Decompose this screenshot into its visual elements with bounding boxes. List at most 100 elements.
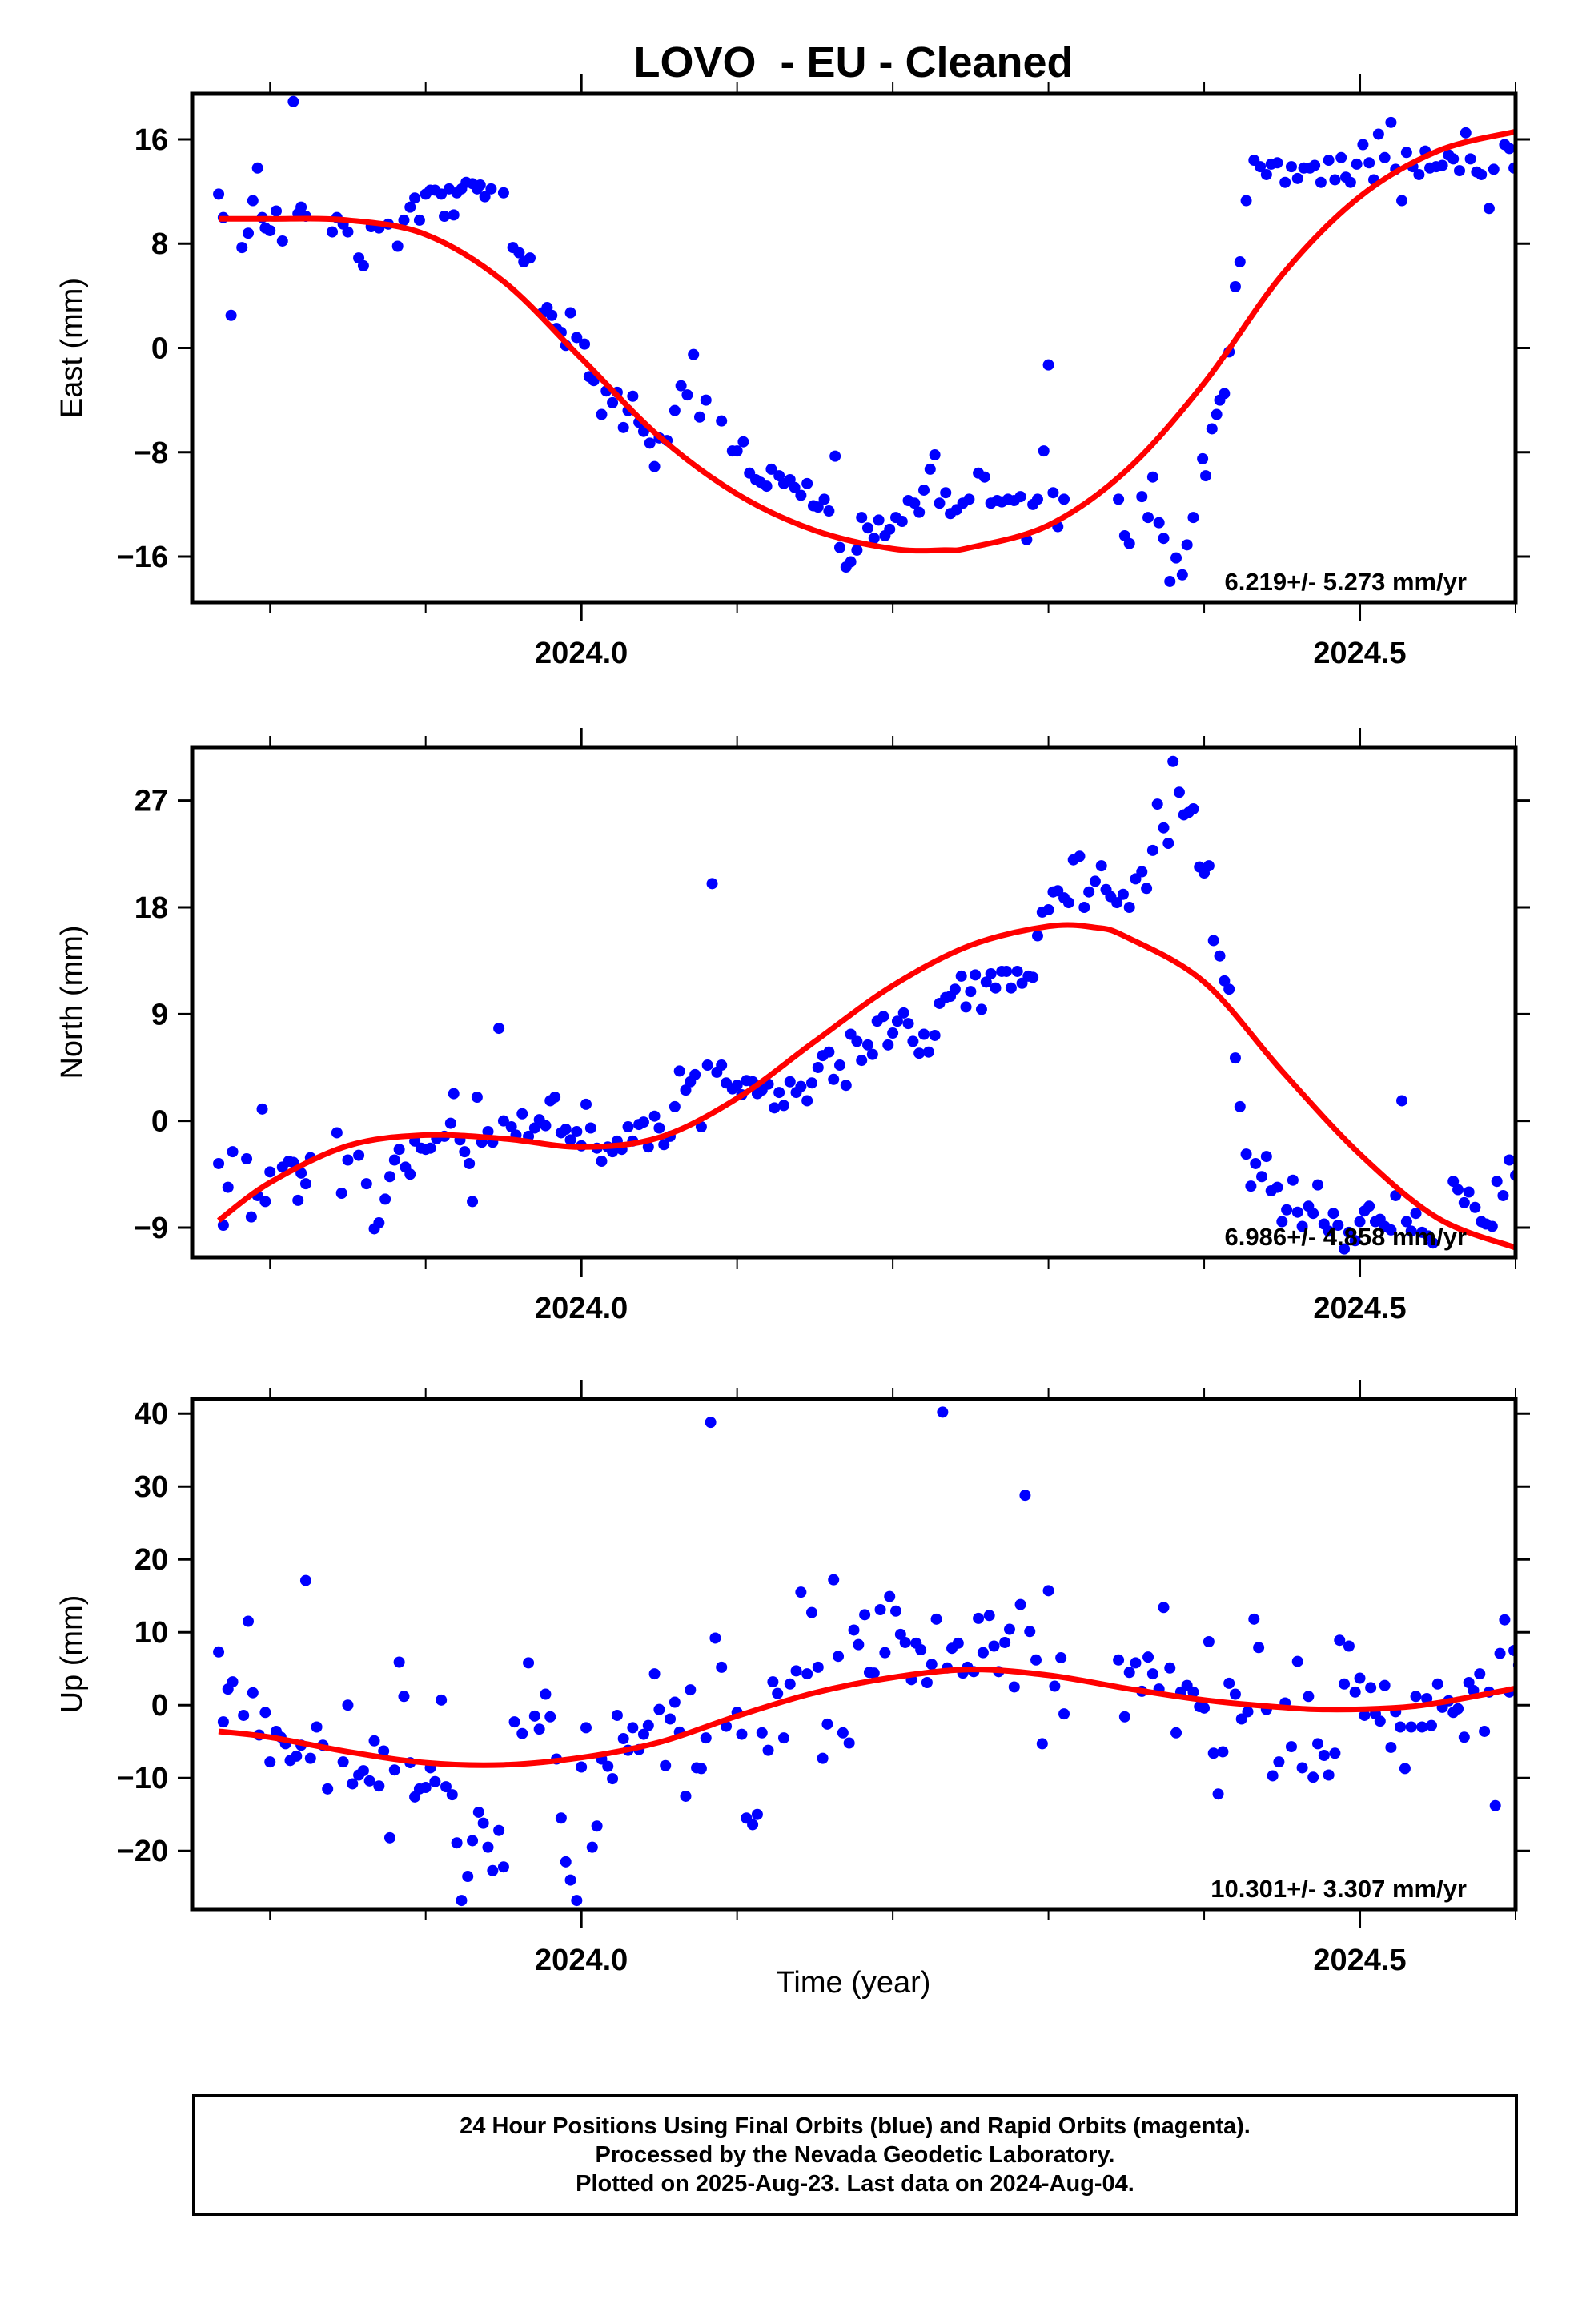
- up-data-point: [627, 1722, 639, 1734]
- up-data-point: [1158, 1602, 1170, 1614]
- up-data-point: [1416, 1721, 1428, 1733]
- up-data-point: [564, 1874, 576, 1886]
- north-data-point: [960, 1001, 972, 1013]
- east-data-point: [271, 205, 283, 217]
- north-data-point: [1458, 1196, 1470, 1208]
- up-data-point: [1042, 1585, 1054, 1597]
- north-data-point: [1117, 888, 1129, 900]
- east-data-point: [1260, 168, 1272, 180]
- east-data-point: [1476, 168, 1488, 180]
- north-data-point: [975, 1003, 987, 1015]
- up-data-point: [487, 1864, 499, 1876]
- east-data-point: [1142, 512, 1154, 524]
- up-data-point: [879, 1647, 891, 1659]
- east-y-tick-label: 8: [151, 227, 168, 261]
- up-data-point: [378, 1745, 390, 1757]
- east-data-point: [873, 514, 885, 526]
- east-data-point: [1460, 127, 1472, 139]
- up-data-point: [540, 1688, 552, 1700]
- up-data-point: [337, 1756, 349, 1768]
- north-data-point: [1260, 1151, 1272, 1163]
- north-data-point: [528, 1122, 540, 1134]
- north-data-point: [1031, 930, 1043, 942]
- up-data-point: [1003, 1623, 1015, 1635]
- north-data-point: [227, 1146, 239, 1158]
- up-data-point: [1303, 1691, 1315, 1703]
- north-data-point: [1173, 786, 1185, 798]
- up-data-point: [1242, 1706, 1254, 1718]
- north-y-axis-label: North (mm): [55, 925, 89, 1079]
- east-data-point: [1211, 408, 1223, 420]
- east-data-point: [681, 389, 693, 401]
- up-data-point: [756, 1727, 768, 1739]
- north-data-point: [784, 1076, 796, 1088]
- east-data-point: [884, 523, 896, 535]
- east-data-point: [1372, 128, 1384, 140]
- north-data-point: [1291, 1206, 1303, 1218]
- up-data-point: [930, 1613, 942, 1625]
- east-data-point: [1329, 174, 1341, 186]
- east-data-point: [524, 252, 536, 264]
- up-data-point: [591, 1820, 603, 1832]
- up-data-point: [669, 1696, 681, 1708]
- panel-east: 2024.0 2024.5 16 8 0 −8 −16 East (mm) 6.219+/- 5…: [55, 74, 1530, 670]
- north-data-point: [812, 1061, 824, 1073]
- north-data-point: [1234, 1100, 1246, 1112]
- north-data-point: [882, 1039, 894, 1051]
- north-data-point: [1167, 755, 1179, 767]
- footer-line-3: Plotted on 2025-Aug-23. Last data on 202…: [576, 2171, 1134, 2197]
- north-fit-curve: [216, 922, 1516, 1251]
- north-data-point: [1405, 1225, 1417, 1237]
- up-data-point: [508, 1716, 520, 1728]
- north-data-point: [1504, 1154, 1516, 1166]
- east-data-point: [479, 191, 491, 203]
- north-data-point: [342, 1154, 354, 1166]
- up-data-point: [363, 1775, 375, 1787]
- north-data-point: [642, 1141, 654, 1153]
- up-data-point: [1329, 1747, 1341, 1759]
- east-data-point: [1200, 470, 1212, 482]
- north-data-point: [1136, 866, 1148, 878]
- up-y-tick-label: 10: [135, 1616, 168, 1650]
- north-data-point: [1497, 1189, 1509, 1201]
- up-data-point: [705, 1417, 717, 1429]
- north-data-point: [1151, 798, 1163, 810]
- north-data-point: [1343, 1226, 1355, 1238]
- up-data-point: [1405, 1721, 1417, 1733]
- up-data-point: [1235, 1713, 1247, 1725]
- up-x-tick-label: 2024.0: [535, 1944, 628, 1977]
- north-data-point: [448, 1088, 460, 1100]
- up-y-tick-label: 20: [135, 1543, 168, 1577]
- north-data-point: [264, 1166, 276, 1178]
- up-data-point: [853, 1638, 865, 1651]
- up-data-point: [1014, 1598, 1026, 1610]
- east-data-point: [1031, 493, 1043, 505]
- north-data-point: [560, 1124, 572, 1136]
- up-data-point: [1385, 1741, 1397, 1753]
- north-data-point: [1256, 1171, 1268, 1183]
- up-data-point: [821, 1718, 833, 1730]
- north-data-point: [245, 1211, 257, 1223]
- north-data-point: [823, 1046, 835, 1058]
- north-data-point: [680, 1084, 692, 1096]
- up-y-tick-label: −10: [117, 1762, 168, 1795]
- north-data-point: [549, 1092, 561, 1104]
- north-data-point: [1271, 1181, 1283, 1193]
- east-y-tick-label: −8: [134, 436, 168, 470]
- north-data-point: [769, 1102, 781, 1114]
- north-data-point: [891, 1015, 903, 1027]
- east-data-point: [1042, 359, 1054, 371]
- north-data-point: [862, 1039, 874, 1051]
- north-data-point: [1146, 844, 1158, 856]
- up-data-point: [983, 1610, 995, 1622]
- east-data-point: [934, 497, 946, 509]
- east-data-point: [896, 516, 908, 528]
- up-data-point: [533, 1723, 545, 1735]
- north-data-point: [393, 1144, 405, 1156]
- up-data-point: [383, 1831, 396, 1844]
- up-data-point: [874, 1603, 886, 1615]
- east-data-point: [1181, 539, 1193, 551]
- east-data-point: [1396, 195, 1408, 207]
- north-data-point: [1187, 803, 1199, 815]
- east-y-tick-label: 16: [135, 123, 168, 157]
